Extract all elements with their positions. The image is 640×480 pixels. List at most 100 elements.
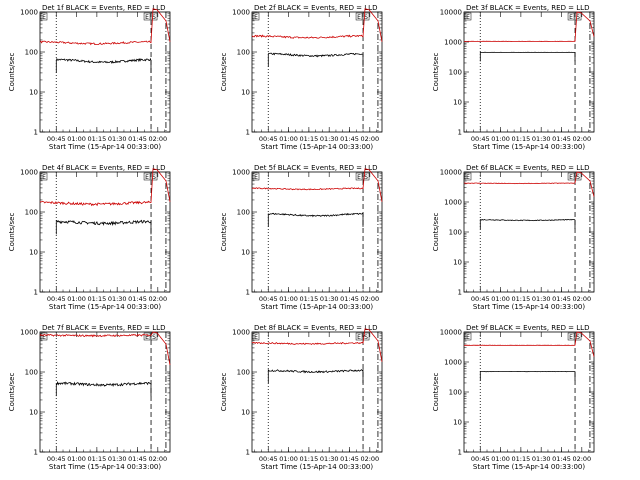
marker-label-e2: E [357,14,361,21]
marker-label-s: S [364,14,368,21]
x-tick-label: 01:30 [532,135,551,143]
y-tick-label: 1 [246,289,250,297]
x-axis-label: Start Time (15-Apr-14 00:33:00) [473,303,585,311]
y-axis-label: Counts/sec [432,213,440,252]
y-axis-label: Counts/sec [8,213,16,252]
x-tick-label: 01:15 [88,135,107,143]
marker-box-e [40,12,48,21]
y-axis-label: Counts/sec [220,213,228,252]
marker-box-s [574,332,582,341]
panel-title: Det 4f BLACK = Events, RED = LLD [42,164,165,172]
marker-label-e: E [42,334,46,341]
y-tick-label: 1000 [20,9,38,17]
x-tick-label: 01:00 [279,135,298,143]
x-tick-label: 00:45 [47,455,66,463]
y-tick-label: 10 [453,99,462,107]
y-axis-label: Counts/sec [432,53,440,92]
marker-label-e: E [466,334,470,341]
x-tick-label: 01:00 [67,295,86,303]
marker-box-e [252,172,260,181]
y-tick-label: 10000 [440,9,462,17]
marker-box-s [574,12,582,21]
y-tick-label: 100 [25,49,38,57]
y-axis-label: Counts/sec [8,373,16,412]
y-tick-label: 100 [237,209,250,217]
series-lld-line [39,8,171,46]
series-events-line [479,51,576,62]
y-tick-label: 1000 [444,199,462,207]
panel-6: Det 6f BLACK = Events, RED = LLD 1 10 100 10… [432,164,595,311]
marker-label-s: S [152,334,156,341]
series-lld-line [251,328,383,362]
y-tick-label: 1000 [20,169,38,177]
marker-box-e [464,172,472,181]
plot-frame [463,331,595,453]
series-lld-line [464,11,595,42]
x-tick-label: 01:30 [108,455,127,463]
series-lld-line [463,331,595,357]
x-tick-label: 01:45 [340,455,359,463]
panel-title: Det 2f BLACK = Events, RED = LLD [254,4,377,12]
marker-label-e: E [466,174,470,181]
x-tick-label: 01:15 [512,455,531,463]
marker-label-s: S [152,174,156,181]
marker-label-e2: E [569,174,573,181]
series-events-line [55,57,152,73]
panel-1: Det 1f BLACK = Events, RED = LLD 1 10 100 10… [8,4,171,151]
panel-title: Det 5f BLACK = Events, RED = LLD [254,164,377,172]
marker-label-e2: E [569,14,573,21]
x-axis-label: Start Time (15-Apr-14 00:33:00) [49,463,161,471]
marker-box-e2 [567,172,575,181]
x-axis-label: Start Time (15-Apr-14 00:33:00) [49,303,161,311]
y-axis-label: Counts/sec [220,53,228,92]
marker-box-e [40,332,48,341]
x-tick-label: 01:45 [552,455,571,463]
panel-title: Det 1f BLACK = Events, RED = LLD [42,4,165,12]
y-tick-label: 10 [29,409,38,417]
marker-box-s [150,12,158,21]
y-tick-label: 1 [246,449,250,457]
x-tick-label: 01:45 [552,135,571,143]
x-axis-label: Start Time (15-Apr-14 00:33:00) [261,303,373,311]
x-tick-label: 01:00 [491,295,510,303]
x-tick-label: 00:45 [471,455,490,463]
marker-label-e: E [466,14,470,21]
panel-title: Det 3f BLACK = Events, RED = LLD [466,4,589,12]
y-tick-label: 1000 [444,39,462,47]
marker-label-e: E [254,334,258,341]
marker-label-e2: E [145,334,149,341]
y-tick-label: 100 [449,69,462,77]
y-tick-label: 10000 [440,169,462,177]
marker-label-e: E [254,14,258,21]
x-tick-label: 01:00 [67,135,86,143]
marker-label-s: S [152,14,156,21]
series-events-line [267,368,364,384]
x-tick-label: 01:00 [67,455,86,463]
marker-box-s [150,172,158,181]
x-tick-label: 01:30 [108,295,127,303]
panel-8: Det 8f BLACK = Events, RED = LLD 1 10 100 10… [220,324,383,471]
marker-box-e2 [355,172,363,181]
x-tick-label: 00:45 [259,295,278,303]
y-tick-label: 1 [246,129,250,137]
x-tick-label: 02:00 [572,455,591,463]
x-tick-label: 01:45 [128,295,147,303]
marker-box-e [252,12,260,21]
series-events-line [55,381,152,397]
y-tick-label: 1 [34,449,38,457]
x-tick-label: 00:45 [47,135,66,143]
series-lld-line [463,171,595,197]
marker-box-e2 [355,332,363,341]
y-tick-label: 1000 [232,169,250,177]
panel-9: Det 9f BLACK = Events, RED = LLD 1 10 100 10… [432,324,595,471]
x-axis-label: Start Time (15-Apr-14 00:33:00) [49,143,161,151]
marker-label-s: S [576,174,580,181]
marker-label-s: S [576,334,580,341]
marker-label-s: S [364,334,368,341]
x-axis-label: Start Time (15-Apr-14 00:33:00) [473,143,585,151]
series-events-line [479,218,576,230]
y-tick-label: 1000 [232,329,250,337]
x-tick-label: 00:45 [259,135,278,143]
y-tick-label: 10 [241,409,250,417]
